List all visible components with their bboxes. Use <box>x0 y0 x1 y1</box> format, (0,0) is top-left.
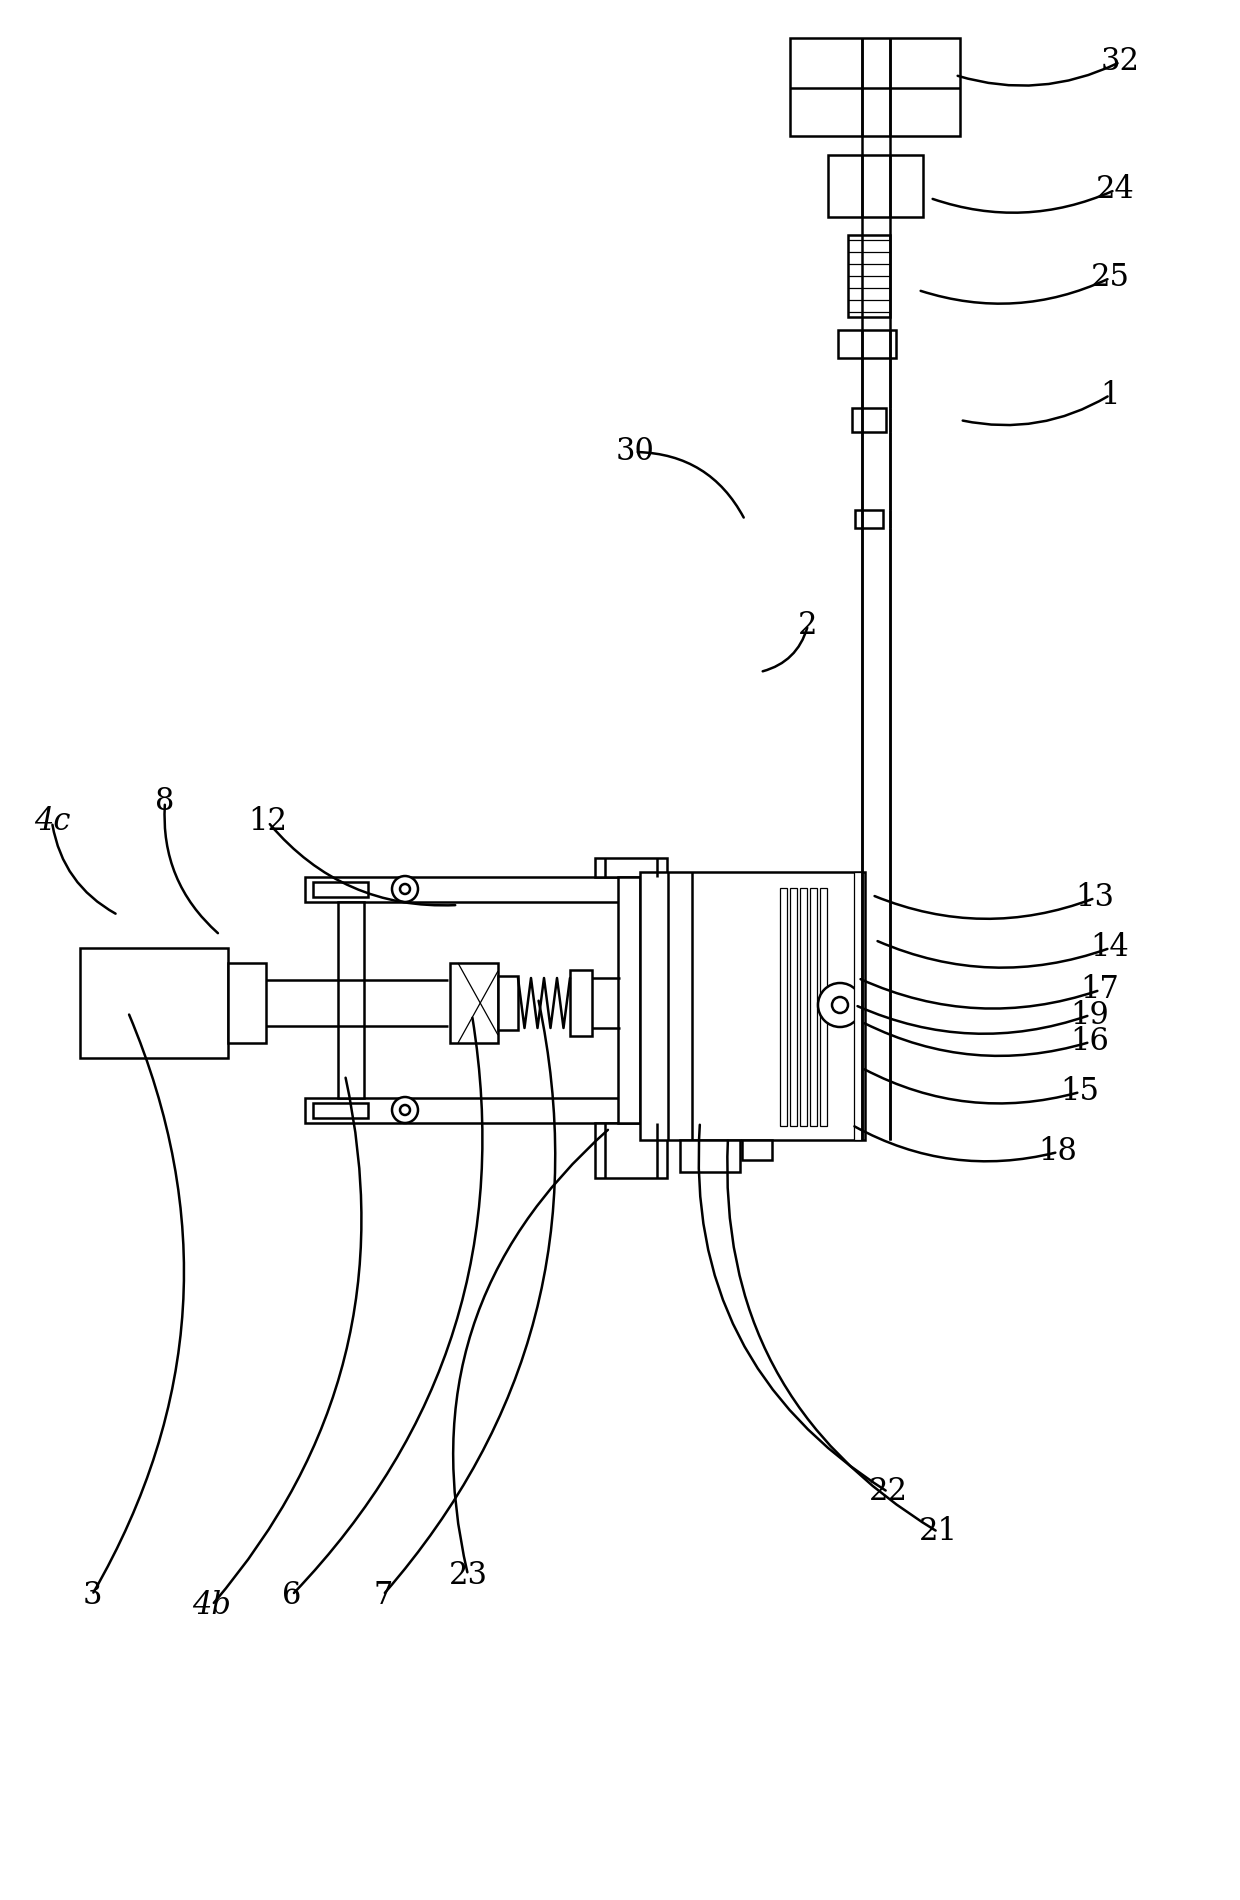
Text: 30: 30 <box>615 437 655 467</box>
Bar <box>828 156 923 217</box>
Text: 17: 17 <box>1080 975 1120 1005</box>
Text: 24: 24 <box>1096 175 1135 205</box>
Bar <box>780 887 787 1127</box>
Bar <box>450 963 498 1043</box>
Text: 1: 1 <box>1100 380 1120 410</box>
Text: 19: 19 <box>1070 999 1110 1030</box>
Bar <box>838 331 897 357</box>
Circle shape <box>392 1096 418 1123</box>
Circle shape <box>401 884 410 895</box>
Bar <box>312 882 368 897</box>
Bar <box>228 963 267 1043</box>
Text: 12: 12 <box>248 806 288 838</box>
Bar <box>618 878 640 1123</box>
Text: 8: 8 <box>155 787 175 817</box>
Text: 4b: 4b <box>192 1590 232 1621</box>
Text: 3: 3 <box>82 1579 102 1611</box>
Text: 13: 13 <box>1075 882 1115 914</box>
Bar <box>680 1140 740 1172</box>
Text: 15: 15 <box>1060 1077 1100 1108</box>
Bar <box>81 948 228 1058</box>
Bar <box>312 1104 368 1117</box>
Text: 16: 16 <box>1070 1026 1110 1058</box>
Bar <box>790 38 960 137</box>
Bar <box>820 887 827 1127</box>
Bar <box>790 887 797 1127</box>
Text: 2: 2 <box>799 610 817 640</box>
Text: 4c: 4c <box>33 806 71 838</box>
Bar <box>595 859 667 878</box>
Circle shape <box>818 982 862 1028</box>
Circle shape <box>832 998 848 1013</box>
Circle shape <box>401 1106 410 1115</box>
Bar <box>595 1123 667 1178</box>
Text: 32: 32 <box>1101 46 1140 78</box>
Bar <box>848 236 890 317</box>
Bar <box>339 902 365 1098</box>
Bar <box>800 887 807 1127</box>
Circle shape <box>392 876 418 902</box>
Bar <box>810 887 817 1127</box>
Bar <box>852 408 887 431</box>
Bar <box>570 971 591 1036</box>
Text: 7: 7 <box>373 1579 393 1611</box>
Text: 6: 6 <box>283 1579 301 1611</box>
Text: 21: 21 <box>919 1516 957 1547</box>
Text: 25: 25 <box>1090 262 1130 293</box>
Bar <box>640 872 866 1140</box>
Text: 18: 18 <box>1039 1136 1078 1167</box>
Text: 14: 14 <box>1091 933 1130 963</box>
Bar <box>305 1098 862 1123</box>
Bar <box>498 977 518 1030</box>
Text: 23: 23 <box>449 1560 487 1590</box>
Bar <box>305 878 862 902</box>
Bar <box>856 509 883 528</box>
Text: 22: 22 <box>868 1476 908 1507</box>
Bar <box>854 872 862 1140</box>
Bar <box>742 1140 773 1161</box>
